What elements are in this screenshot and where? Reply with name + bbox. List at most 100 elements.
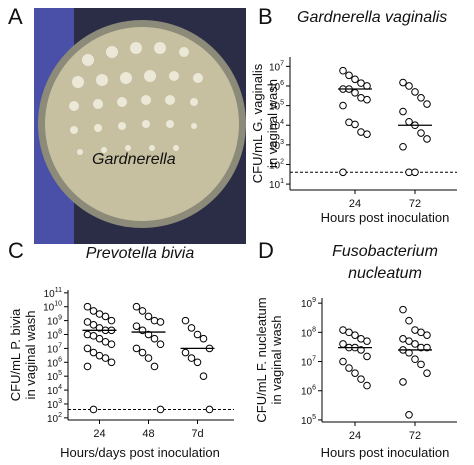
y-axis-label: in vaginal wash [269, 316, 284, 405]
data-point [345, 328, 353, 337]
data-point [417, 129, 425, 137]
y-tick-label: 105 [301, 414, 316, 427]
data-point [89, 332, 98, 340]
data-point [339, 66, 347, 75]
data-point [417, 328, 425, 337]
y-axis-label: in vaginal wash [23, 311, 38, 400]
data-point [417, 93, 425, 102]
data-point [411, 88, 419, 96]
panel-label: B [258, 4, 273, 29]
data-point [144, 354, 153, 362]
colonies [69, 42, 203, 155]
x-tick-label: 7d [191, 428, 203, 440]
data-point [83, 318, 92, 326]
data-point [363, 381, 371, 390]
data-point [193, 330, 202, 339]
y-tick-label: 107 [47, 342, 62, 355]
data-point [423, 331, 431, 339]
x-axis-label: Hours post inoculation [321, 445, 450, 460]
data-point [405, 316, 413, 325]
y-tick-label: 102 [269, 158, 284, 171]
data-point [423, 135, 431, 143]
data-point [363, 352, 371, 361]
y-tick-label: 105 [47, 370, 62, 383]
data-point [363, 130, 371, 138]
panel-label: A [8, 4, 23, 29]
chart-title: nucleatum [348, 265, 422, 282]
y-tick-label: 108 [47, 329, 62, 342]
data-point [351, 331, 359, 339]
y-tick-label: 104 [269, 119, 284, 132]
data-point [339, 357, 347, 366]
data-point [187, 354, 196, 362]
y-axis-label: in vaginal wash [265, 79, 280, 168]
panel-a: Gardnerella A [8, 4, 246, 244]
y-axis-label: CFU/mL G. vaginalis [250, 63, 265, 183]
data-point [107, 358, 116, 367]
data-point [357, 79, 365, 87]
data-point [199, 334, 208, 343]
data-point [399, 305, 407, 314]
data-point [399, 142, 407, 151]
data-point [199, 372, 208, 380]
data-point [101, 312, 110, 321]
y-tick-label: 107 [269, 60, 284, 73]
data-point [150, 316, 159, 325]
data-point [351, 120, 359, 129]
data-point [345, 71, 353, 80]
x-tick-label: 72 [409, 430, 421, 442]
y-tick-label: 107 [301, 356, 316, 369]
data-point [417, 360, 425, 369]
x-tick-label: 24 [93, 428, 105, 440]
data-point [411, 168, 419, 177]
data-point [138, 348, 147, 357]
x-tick-label: 72 [409, 198, 421, 210]
y-axis-label: CFU/mL F. nucleatum [254, 297, 269, 422]
data-point [89, 320, 98, 329]
y-tick-label: 109 [47, 315, 62, 328]
y-tick-label: 105 [269, 100, 284, 113]
data-point [156, 318, 165, 326]
y-tick-label: 103 [47, 398, 62, 411]
data-point [363, 82, 371, 90]
data-point [138, 307, 147, 315]
x-tick-label: 24 [349, 198, 361, 210]
data-point [156, 405, 165, 414]
data-point [405, 82, 413, 90]
data-point [193, 358, 202, 367]
data-point [399, 107, 407, 116]
data-point [107, 316, 116, 325]
x-tick-label: 24 [349, 430, 361, 442]
data-point [132, 322, 141, 330]
data-point [83, 344, 92, 353]
data-point [181, 348, 190, 357]
y-axis-label: CFU/mL P. bivia [8, 308, 23, 401]
y-tick-label: 109 [301, 297, 316, 310]
data-point [405, 337, 413, 345]
data-point [150, 334, 159, 343]
data-point [345, 364, 353, 372]
data-point [156, 340, 165, 349]
data-point [351, 369, 359, 377]
data-point [423, 343, 431, 352]
y-tick-label: 103 [269, 139, 284, 152]
data-point [405, 410, 413, 419]
y-tick-label: 106 [269, 80, 284, 93]
data-point [411, 340, 419, 348]
x-axis-label: Hours/days post inoculation [60, 445, 220, 460]
data-point [83, 362, 92, 371]
data-point [339, 340, 347, 348]
data-point [95, 334, 104, 343]
data-point [150, 362, 159, 371]
y-tick-label: 102 [47, 412, 62, 425]
data-point [405, 117, 413, 126]
panel-label: C [8, 238, 24, 263]
data-point [89, 405, 98, 414]
data-point [363, 337, 371, 345]
x-tick-label: 48 [142, 428, 154, 440]
data-point [181, 316, 190, 325]
y-tick-label: 1010 [43, 301, 62, 314]
data-point [399, 78, 407, 87]
data-point [339, 101, 347, 110]
